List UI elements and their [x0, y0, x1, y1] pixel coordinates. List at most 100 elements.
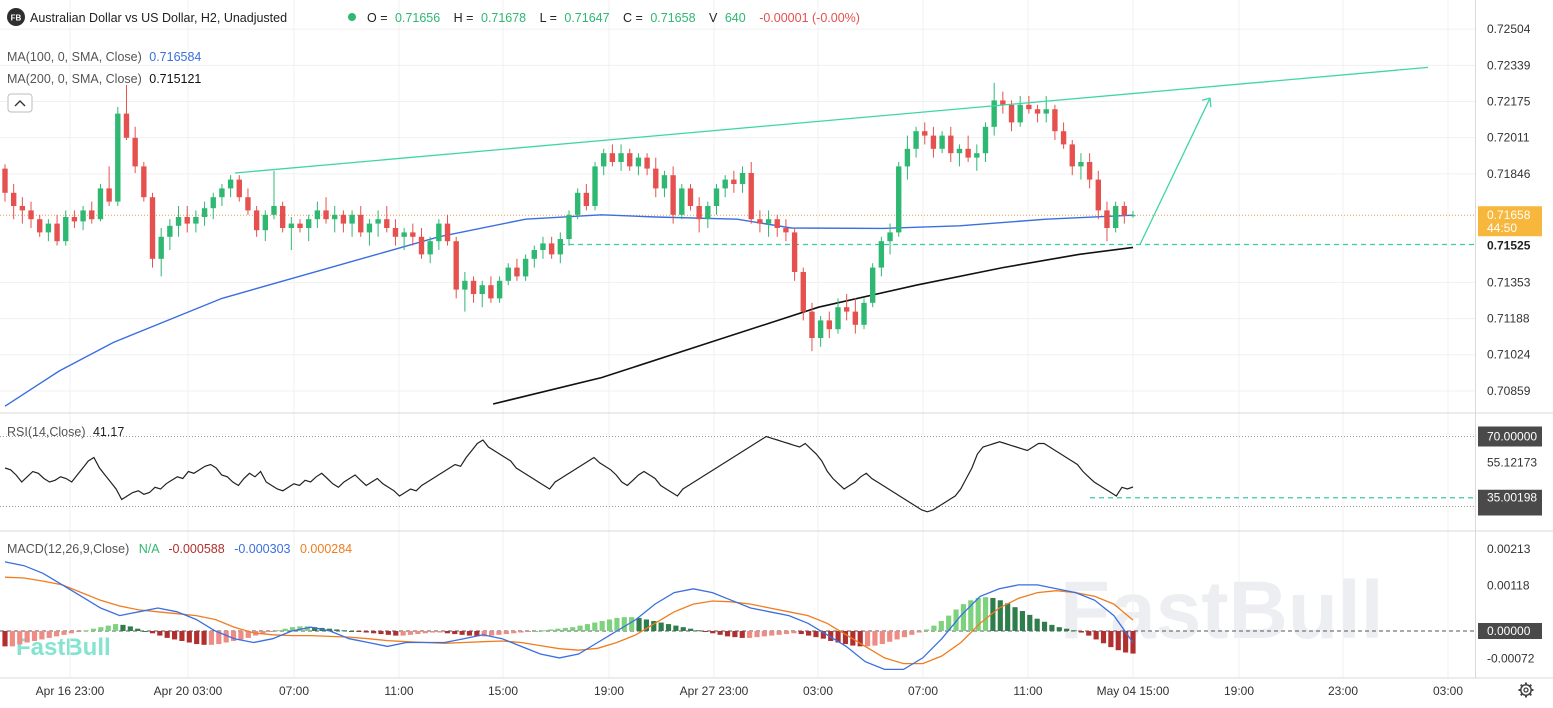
macd-histogram-bar	[142, 630, 148, 632]
candle-body	[1104, 210, 1110, 228]
time-axis-label: May 04 15:00	[1097, 684, 1170, 698]
candle	[592, 162, 598, 211]
level-tag-bg	[1478, 237, 1542, 252]
macd-histogram-bar	[1041, 621, 1048, 631]
candle	[149, 192, 156, 268]
candle	[314, 201, 321, 228]
high-value: 0.71678	[481, 11, 526, 25]
candle	[974, 144, 980, 171]
candle-body	[930, 135, 937, 149]
macd-histogram-bar	[673, 625, 679, 631]
macd-histogram-bar	[901, 630, 908, 638]
macd-histogram-bar	[245, 630, 251, 638]
macd-histogram-bar	[348, 630, 355, 632]
candle	[71, 210, 78, 228]
macd-line	[4, 561, 1134, 671]
candle-body	[193, 217, 199, 224]
symbol-title: Australian Dollar vs US Dollar, H2, Unad…	[30, 11, 287, 25]
candle	[462, 272, 468, 312]
price-axis-label: 0.71353	[1487, 275, 1531, 289]
macd-histogram-bar	[90, 628, 97, 631]
candle	[618, 144, 624, 171]
macd-histogram-bar	[54, 630, 60, 637]
candle	[297, 219, 303, 233]
candle-body	[896, 166, 902, 233]
svg-text:RSI(14,Close) 41.17: RSI(14,Close) 41.17	[7, 425, 124, 439]
candle-body	[141, 166, 147, 198]
macd-axis-label: 0.00118	[1487, 579, 1530, 593]
macd-histogram-bar	[68, 630, 74, 634]
close-label: C =	[623, 11, 643, 25]
candle-body	[548, 243, 555, 255]
time-axis-label: 11:00	[384, 684, 413, 698]
time-axis-label: 19:00	[594, 684, 624, 698]
gear-icon[interactable]	[1518, 682, 1534, 698]
candle	[80, 206, 86, 231]
candle-body	[1069, 144, 1075, 167]
macd-histogram-bar	[83, 630, 89, 632]
macd-histogram-bar	[496, 630, 502, 635]
time-axis-label: 15:00	[488, 684, 518, 698]
candle-body	[982, 126, 989, 154]
candle	[870, 263, 876, 308]
rsi-mark-tag	[1478, 489, 1542, 506]
svg-text:Australian Dollar vs US Dollar: Australian Dollar vs US Dollar, H2, Unad…	[30, 11, 287, 25]
candle-body	[583, 192, 590, 206]
candle	[349, 210, 355, 237]
macd-histogram-bar	[960, 604, 967, 631]
macd-histogram-bar	[474, 630, 480, 637]
candle-body	[870, 267, 876, 303]
macd-histogram-bar	[783, 630, 790, 635]
candle-body	[835, 307, 841, 330]
candle-body	[106, 188, 112, 202]
price-axis-label: 0.71188	[1487, 312, 1530, 326]
candle-body	[904, 148, 911, 167]
candle	[444, 214, 451, 246]
candle-body	[965, 148, 971, 158]
candle-body	[696, 206, 702, 220]
candle	[132, 126, 138, 173]
collapse-legend-button[interactable]	[7, 93, 33, 113]
candle-body	[314, 210, 321, 220]
price-axis-label: 0.70859	[1487, 384, 1531, 398]
macd-histogram-bar	[1071, 630, 1077, 632]
svg-text:MA(200, 0, SMA, Close) 0: MA(200, 0, SMA, Close) 0.715121	[7, 72, 201, 86]
grid	[0, 0, 1475, 678]
macd-histogram-bar	[46, 630, 52, 638]
candle	[731, 170, 737, 193]
candle-body	[540, 243, 546, 250]
candle	[783, 219, 789, 242]
macd-histogram-bar	[997, 600, 1003, 631]
candle-body	[427, 241, 433, 255]
candle-body	[757, 219, 763, 224]
logo-badge	[7, 8, 25, 26]
macd-signal-value: 0.000284	[300, 542, 352, 556]
candle	[401, 228, 407, 250]
candle	[687, 184, 694, 211]
candle-body	[297, 223, 303, 228]
candle	[236, 175, 242, 202]
macd-histogram-bar	[400, 630, 406, 636]
candle	[19, 197, 26, 224]
candle	[757, 210, 763, 233]
candle-body	[1130, 215, 1136, 217]
candle-body	[54, 223, 60, 242]
candle	[262, 210, 268, 242]
macd-histogram-bar	[923, 629, 930, 631]
candle-body	[123, 113, 130, 138]
macd-histogram-bar	[651, 621, 657, 631]
candle-body	[991, 100, 997, 127]
macd-histogram-bar	[393, 630, 399, 636]
low-value: 0.71647	[564, 11, 609, 25]
macd-histogram-bar	[887, 630, 893, 642]
macd-histogram-bar	[761, 630, 767, 637]
macd-histogram-bar	[525, 630, 532, 632]
candle	[488, 276, 494, 303]
candle-body	[1017, 104, 1023, 123]
candle	[852, 298, 859, 334]
candle	[913, 126, 919, 158]
macd-histogram-bar	[171, 630, 178, 640]
macd-histogram-bar	[1034, 618, 1040, 631]
macd-histogram-bar	[938, 621, 944, 631]
